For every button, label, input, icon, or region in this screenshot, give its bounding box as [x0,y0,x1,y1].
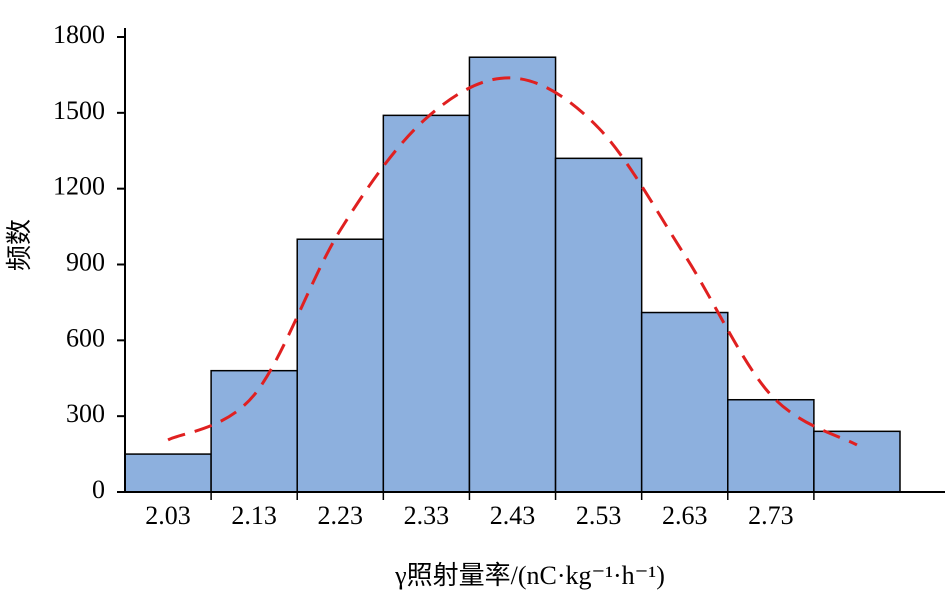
x-tick-label: 2.23 [318,501,364,530]
bar [210,369,298,493]
bar [640,311,729,493]
y-tick-label: 300 [66,399,105,428]
bar [382,114,471,493]
x-tick-label: 2.03 [145,501,191,530]
bar [813,430,901,493]
y-tick-label: 600 [66,323,105,352]
y-tick-label: 0 [92,475,105,504]
fit-curve [167,76,858,447]
x-tick-label: 2.73 [748,501,794,530]
x-tick-label: 2.53 [576,501,622,530]
bar [468,56,557,493]
bar [554,157,643,493]
bar [124,453,212,493]
bar [296,238,385,493]
y-tick-label: 1500 [53,96,105,125]
bar [727,398,815,493]
x-axis-label: γ照射量率/(nC·kg⁻¹·h⁻¹) [394,561,665,590]
y-tick-label: 1800 [53,20,105,49]
y-tick-label: 900 [66,247,105,276]
x-tick-label: 2.13 [231,501,277,530]
y-tick-label: 1200 [53,172,105,201]
x-tick-label: 2.33 [404,501,450,530]
x-tick-label: 2.63 [662,501,708,530]
y-axis-label: 频数 [5,219,34,271]
x-tick-label: 2.43 [490,501,536,530]
